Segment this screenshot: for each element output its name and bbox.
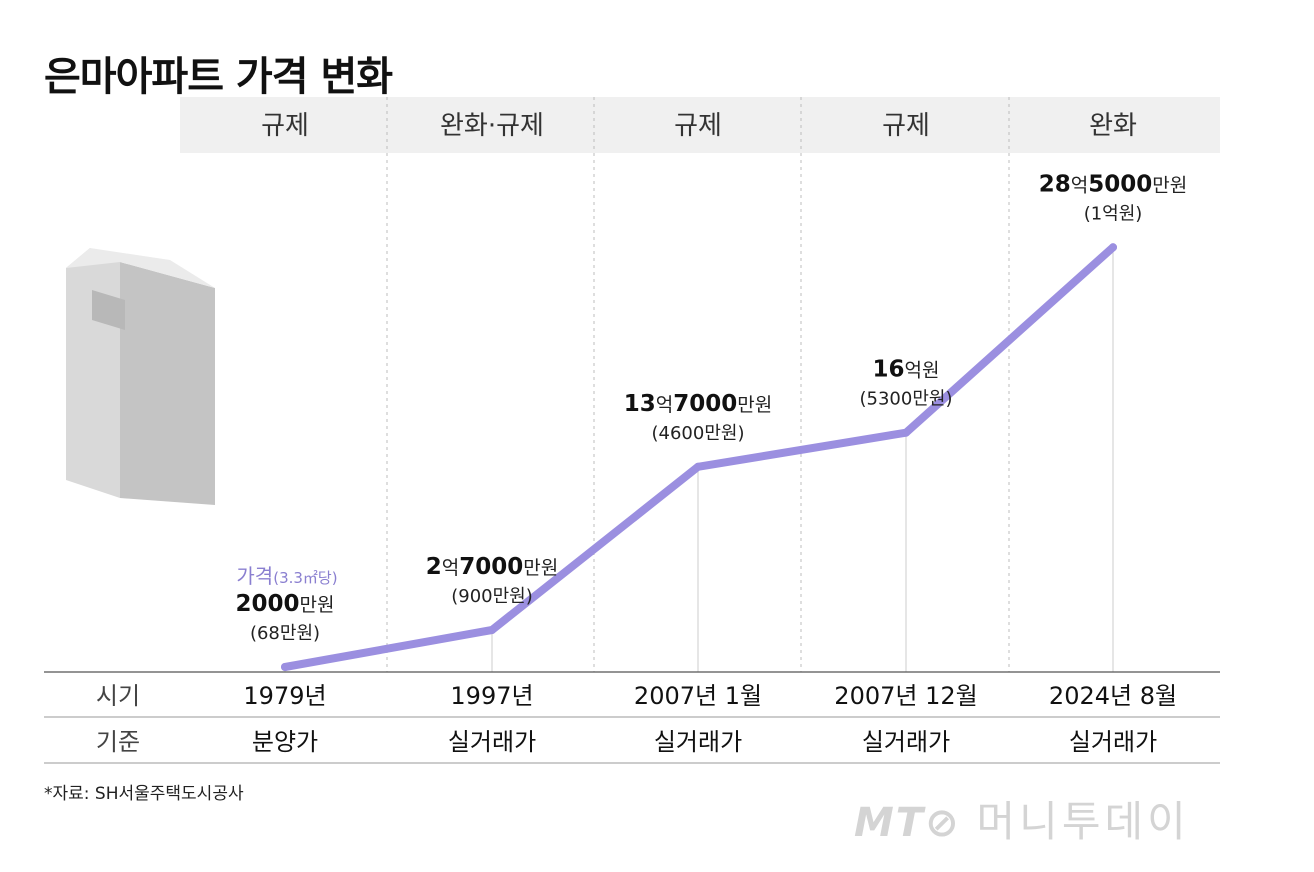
legend-name: 가격 [236, 564, 273, 588]
value-unit: 만원 [737, 394, 772, 416]
period-cell: 1979년 [243, 682, 326, 710]
data-label: 16억원 (5300만원) [860, 357, 953, 410]
value-main: 2 [426, 554, 442, 580]
data-label-value: 28억5000만원 [1039, 171, 1187, 197]
data-label: 2000만원 (68만원) [236, 591, 335, 644]
data-label-sub: (5300만원) [860, 389, 953, 410]
basis-cell: 실거래가 [862, 728, 950, 756]
data-points [281, 243, 1117, 671]
value-main: 16 [873, 357, 905, 383]
value-unit: 억 [1071, 174, 1088, 196]
policy-label: 완화·규제 [440, 111, 544, 141]
period-cell: 2007년 1월 [634, 682, 762, 710]
policy-labels: 규제 완화·규제 규제 규제 완화 [261, 111, 1137, 141]
data-label: 13억7000만원 (4600만원) [624, 391, 772, 444]
value-main: 13 [624, 391, 656, 417]
apartment-building-illustration [66, 248, 215, 505]
period-cell: 2024년 8월 [1049, 682, 1177, 710]
data-label: 28억5000만원 (1억원) [1039, 171, 1187, 224]
data-label-value: 13억7000만원 [624, 391, 772, 417]
data-label-value: 16억원 [873, 357, 940, 383]
policy-label: 규제 [261, 111, 309, 141]
value-main: 2000 [236, 591, 300, 617]
policy-label: 규제 [674, 111, 722, 141]
legend: 가격(3.3㎡당) [236, 564, 337, 588]
watermark-brand: 머니투데이 [976, 797, 1190, 846]
policy-label: 완화 [1089, 111, 1137, 141]
data-label-sub: (4600만원) [652, 423, 745, 444]
basis-cell: 실거래가 [654, 728, 742, 756]
watermark-logo: MT⊘ 머니투데이 [854, 797, 1190, 846]
data-point [694, 462, 702, 471]
data-labels: 2000만원(68만원)2억7000만원(900만원)13억7000만원(460… [236, 171, 1188, 644]
value-main: 7000 [459, 554, 523, 580]
data-label: 2억7000만원 (900만원) [426, 554, 558, 607]
period-cell: 1997년 [450, 682, 533, 710]
value-unit: 만원 [1152, 174, 1187, 196]
value-main: 5000 [1088, 171, 1152, 197]
value-main: 28 [1039, 171, 1071, 197]
value-main: 7000 [673, 391, 737, 417]
value-unit: 억 [656, 394, 673, 416]
legend-label: 가격(3.3㎡당) [236, 564, 337, 588]
watermark-mt: MT [854, 800, 926, 846]
value-unit: 억 [442, 557, 459, 579]
data-point [1109, 243, 1117, 252]
data-point [902, 428, 910, 437]
data-label-sub: (68만원) [250, 623, 320, 644]
value-unit: 만원 [523, 557, 558, 579]
data-label-sub: (1억원) [1084, 203, 1143, 224]
policy-label: 규제 [882, 111, 930, 141]
basis-cell: 실거래가 [1069, 728, 1157, 756]
data-point [488, 626, 496, 634]
period-header: 시기 [96, 682, 140, 710]
data-point [281, 663, 289, 671]
value-unit: 억원 [905, 360, 940, 382]
value-unit: 만원 [300, 594, 335, 616]
data-label-sub: (900만원) [451, 586, 533, 607]
period-cell: 2007년 12월 [834, 682, 977, 710]
basis-cell: 분양가 [252, 728, 318, 756]
chart-gridlines [284, 97, 1114, 672]
policy-band [180, 97, 1220, 153]
data-label-value: 2000만원 [236, 591, 335, 617]
source-note: *자료: SH서울주택도시공사 [44, 784, 244, 804]
legend-note: (3.3㎡당) [273, 569, 337, 587]
data-label-value: 2억7000만원 [426, 554, 558, 580]
price-series-line [281, 243, 1117, 671]
chart-title: 은마아파트 가격 변화 [44, 54, 393, 100]
basis-cell: 실거래가 [448, 728, 536, 756]
basis-header: 기준 [96, 728, 140, 756]
